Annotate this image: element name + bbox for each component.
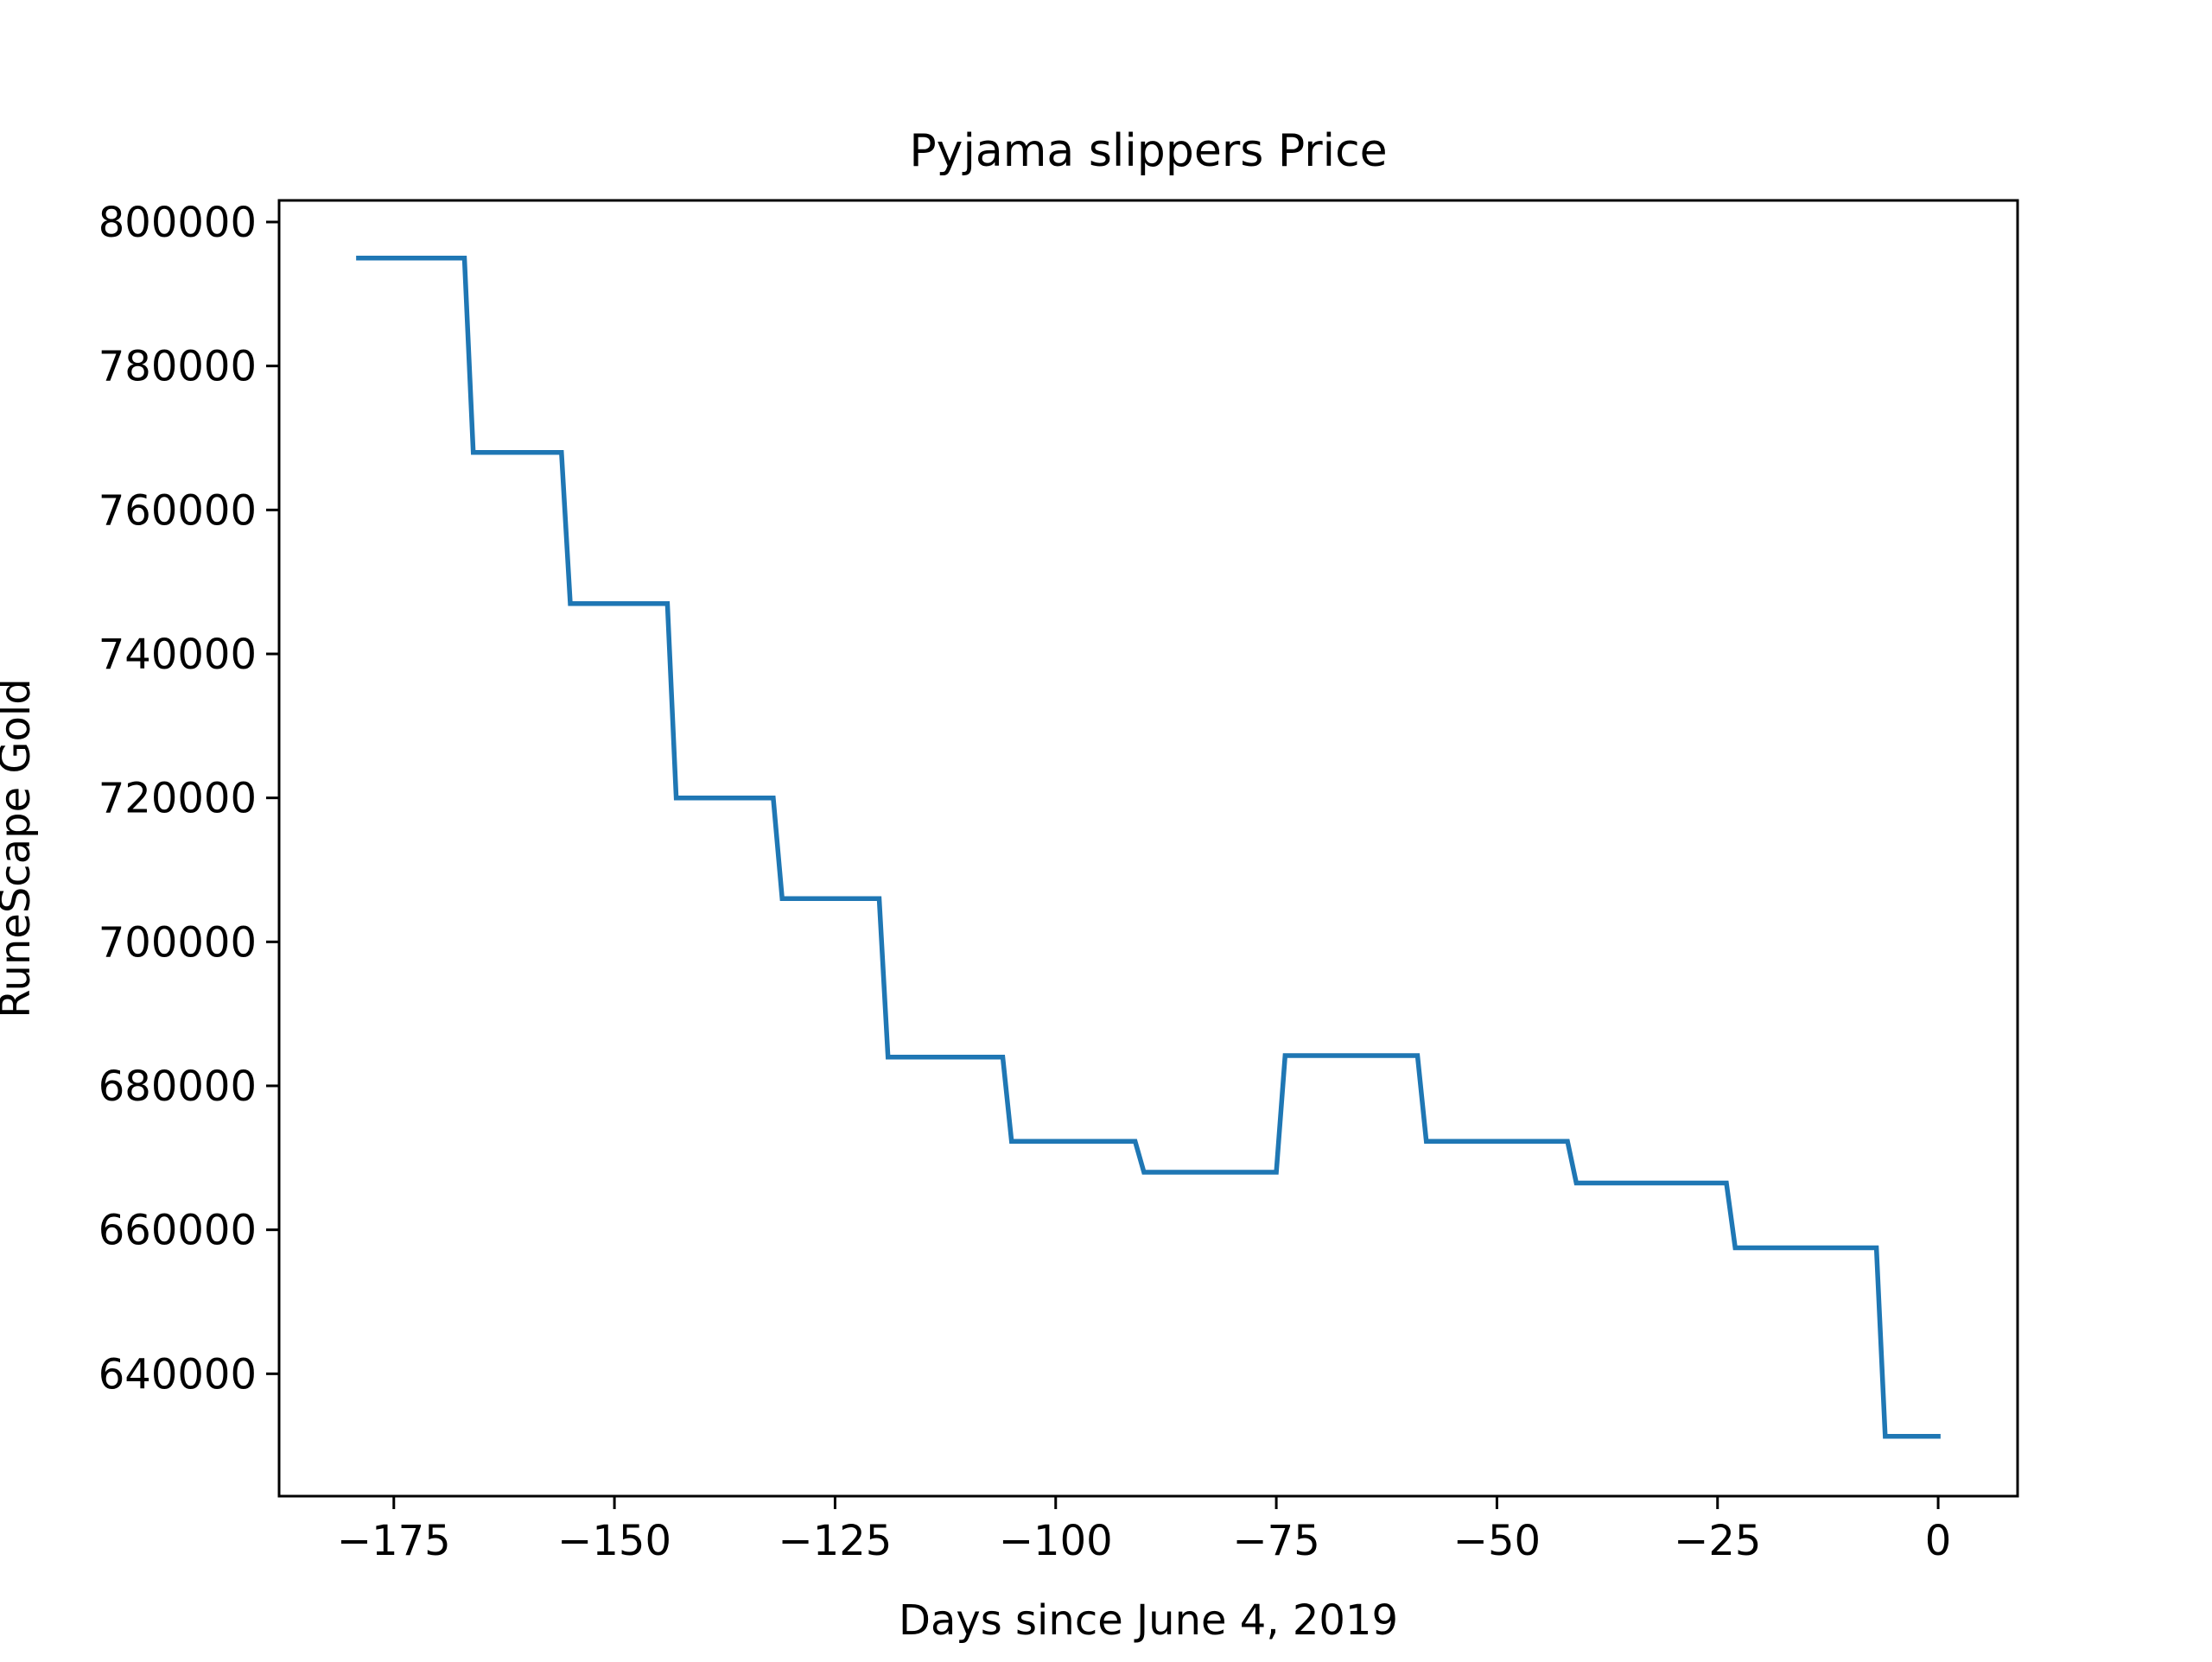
y-tick-label: 700000: [99, 918, 257, 967]
y-tick-label: 720000: [99, 775, 257, 823]
plot-area-frame: [277, 199, 2019, 1498]
x-tick-label: −100: [999, 1517, 1113, 1565]
x-tick-label: −25: [1674, 1517, 1761, 1565]
y-tick-label: 640000: [99, 1350, 257, 1399]
y-tick-label: 760000: [99, 486, 257, 535]
y-axis-label: RuneScape Gold: [0, 678, 40, 1018]
price-line: [356, 255, 1941, 1439]
x-tick-label: −75: [1232, 1517, 1319, 1565]
y-tick-label: 680000: [99, 1063, 257, 1111]
x-axis-label: Days since June 4, 2019: [899, 1596, 1398, 1645]
y-tick-label: 660000: [99, 1207, 257, 1255]
x-tick-label: −125: [779, 1517, 893, 1565]
y-tick-label: 800000: [99, 199, 257, 247]
x-tick-label: −175: [337, 1517, 451, 1565]
chart-title: Pyjama slippers Price: [909, 125, 1387, 177]
y-axis-ticks: 640000 660000 680000 700000 720000 740000 7600…: [99, 199, 279, 1399]
x-tick-label: −50: [1453, 1517, 1541, 1565]
x-tick-label: 0: [1925, 1517, 1952, 1565]
y-tick-label: 740000: [99, 631, 257, 679]
x-tick-label: −150: [557, 1517, 671, 1565]
x-axis-ticks: −175 −150 −125 −100 −75 −50 −25 0: [337, 1496, 1952, 1565]
y-tick-label: 780000: [99, 343, 257, 391]
